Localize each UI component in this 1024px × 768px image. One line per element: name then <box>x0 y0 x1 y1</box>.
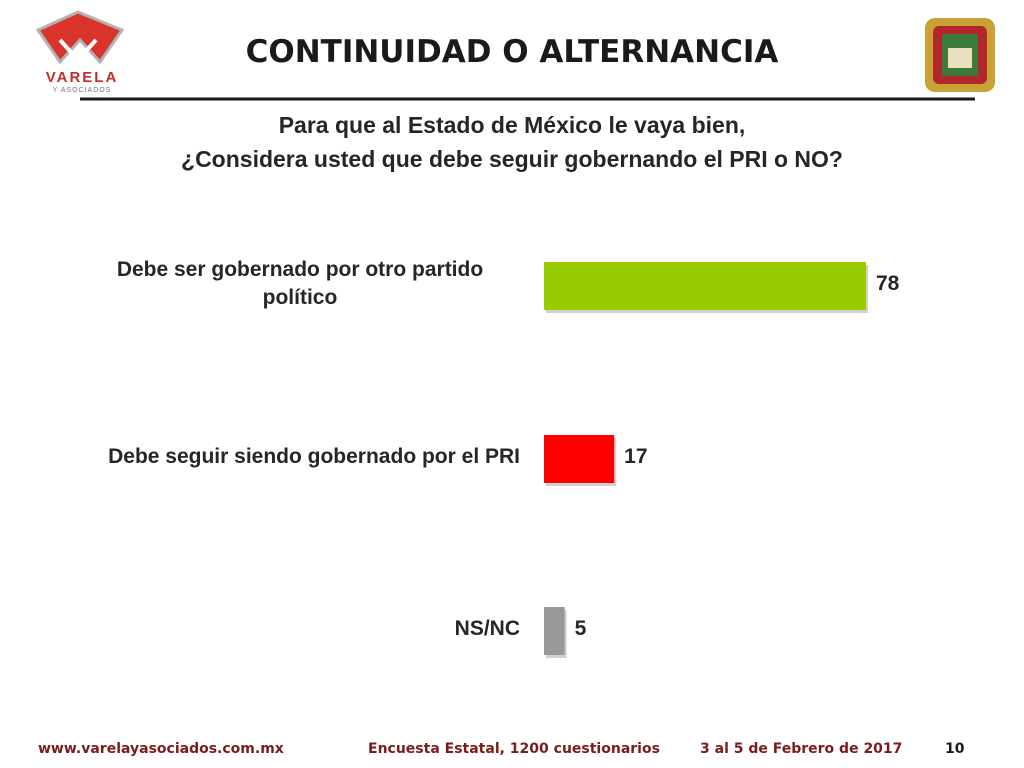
logo-tagline: Y ASOCIADOS <box>53 87 112 94</box>
seal <box>925 18 995 92</box>
value-label: 17 <box>624 445 648 468</box>
page-number: 10 <box>945 741 965 757</box>
footer-date: 3 al 5 de Febrero de 2017 <box>700 741 903 757</box>
bar <box>544 262 866 310</box>
value-label: 78 <box>876 272 900 295</box>
footer-survey: Encuesta Estatal, 1200 cuestionarios <box>368 741 660 757</box>
value-label: 5 <box>574 617 587 640</box>
subtitle: ¿Considera usted que debe seguir goberna… <box>181 146 843 172</box>
logo: VARELA Y ASOCIADOS <box>35 10 125 94</box>
category-label: Debe seguir siendo gobernado por el PRI <box>108 445 520 468</box>
category-label: Debe ser gobernado por otro partido polí… <box>116 258 484 309</box>
subtitle: Para que al Estado de México le vaya bie… <box>278 112 746 138</box>
logo-name: VARELA <box>46 69 119 86</box>
footer-website: www.varelayasociados.com.mx <box>38 741 284 757</box>
category-label: NS/NC <box>454 617 520 640</box>
title: CONTINUIDAD O ALTERNANCIA <box>245 34 779 70</box>
bar <box>544 607 565 655</box>
bar <box>544 435 615 483</box>
